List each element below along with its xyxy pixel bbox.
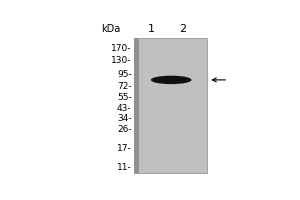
Text: 43-: 43- (117, 104, 132, 113)
Text: 34-: 34- (117, 114, 132, 123)
Text: 170-: 170- (111, 44, 132, 53)
Bar (134, 38, 207, 173)
Text: 17-: 17- (117, 144, 132, 153)
Text: 26-: 26- (117, 125, 132, 134)
Ellipse shape (151, 76, 191, 84)
Text: 130-: 130- (111, 56, 132, 65)
Text: 55-: 55- (117, 93, 132, 102)
Text: 1: 1 (148, 24, 155, 34)
Text: kDa: kDa (101, 24, 120, 34)
Bar (134, 38, 139, 173)
Text: 11-: 11- (117, 163, 132, 172)
Text: 72-: 72- (117, 82, 132, 91)
Text: 2: 2 (179, 24, 186, 34)
Text: 95-: 95- (117, 70, 132, 79)
